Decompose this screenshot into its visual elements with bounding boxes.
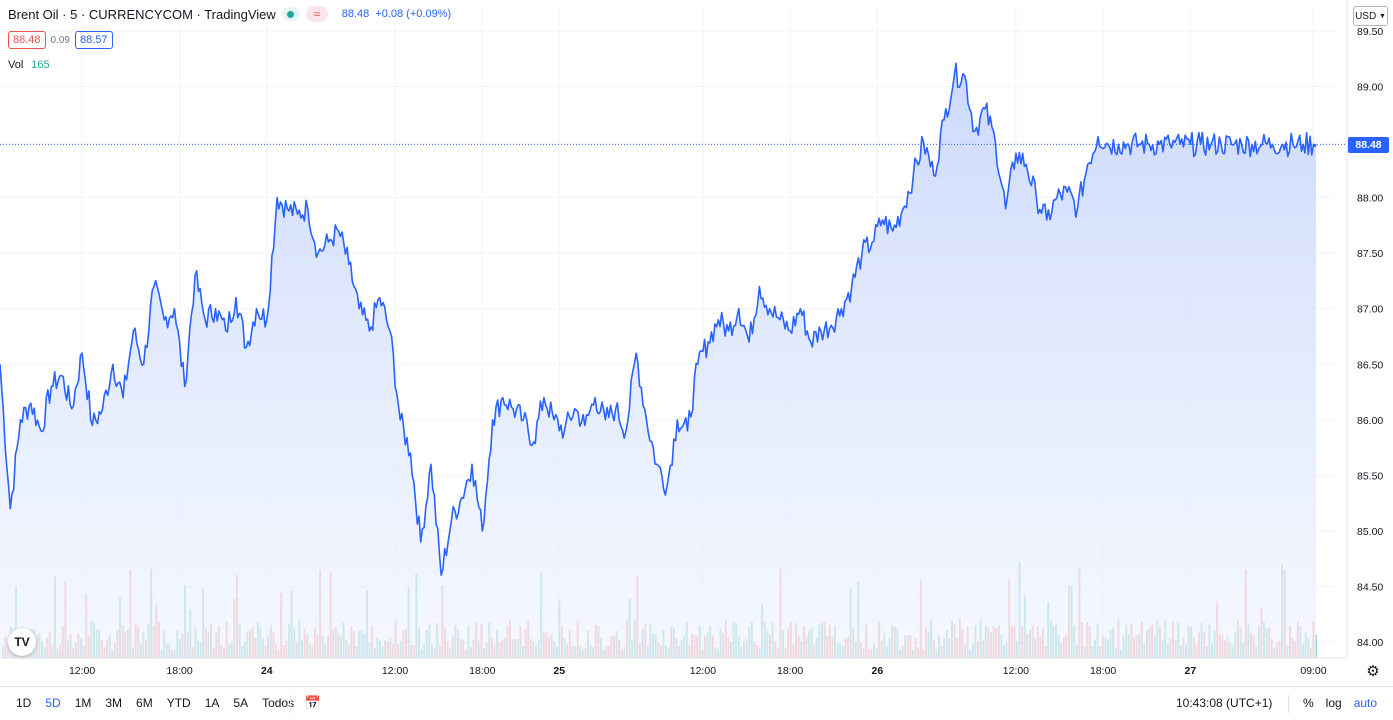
range-button-3m[interactable]: 3M bbox=[105, 696, 123, 710]
last-price-value: 88.48 bbox=[341, 8, 370, 20]
wave-icon[interactable]: ≈ bbox=[305, 6, 328, 22]
percent-scale-button[interactable]: % bbox=[1303, 696, 1314, 710]
range-button-5d[interactable]: 5D bbox=[45, 696, 61, 710]
price-chart[interactable]: 89.5089.0088.5088.0087.5087.0086.5086.00… bbox=[0, 0, 1393, 686]
time-axis[interactable]: 12:00 18:00 24 12:00 18:00 25 12:00 18:00 26 12:0… bbox=[0, 657, 1347, 677]
y-tick-label: 89.50 bbox=[1357, 26, 1383, 38]
currency-label: USD bbox=[1355, 10, 1377, 22]
y-tick-label: 86.00 bbox=[1357, 415, 1383, 427]
y-tick-label: 87.00 bbox=[1357, 304, 1383, 316]
range-button-5a[interactable]: 5A bbox=[233, 696, 249, 710]
price-change-value: +0.08 (+0.09%) bbox=[375, 8, 452, 20]
y-tick-label: 87.50 bbox=[1357, 248, 1383, 260]
volume-legend: Vol 165 bbox=[8, 59, 50, 71]
x-tick-label: 27 bbox=[1184, 665, 1196, 677]
y-tick-label: 86.50 bbox=[1357, 359, 1383, 371]
x-tick-label: 09:00 bbox=[1300, 665, 1326, 677]
chart-legend: Brent Oil · 5 · CURRENCYCOM · TradingVie… bbox=[8, 6, 451, 22]
tradingview-logo-icon[interactable]: TV bbox=[8, 628, 36, 656]
clock[interactable]: 10:43:08 (UTC+1) bbox=[1176, 696, 1273, 710]
volume-label: Vol bbox=[8, 59, 24, 71]
range-button-ytd[interactable]: YTD bbox=[166, 696, 191, 710]
bid-button[interactable]: 88.48 bbox=[8, 31, 46, 49]
y-tick-label: 84.50 bbox=[1357, 581, 1383, 593]
y-tick-label: 84.00 bbox=[1357, 637, 1383, 649]
calendar-range-icon[interactable]: 📅 bbox=[304, 695, 322, 710]
bid-ask-group: 88.48 0.09 88.57 bbox=[8, 31, 113, 49]
bottom-toolbar: 1D 5D 1M 3M 6M YTD 1A 5A Todos 📅 10:43:08 (UTC+1… bbox=[0, 686, 1393, 720]
x-tick-label: 26 bbox=[872, 665, 884, 677]
y-tick-label: 85.50 bbox=[1357, 470, 1383, 482]
x-tick-label: 18:00 bbox=[1090, 665, 1116, 677]
x-tick-label: 12:00 bbox=[1003, 665, 1029, 677]
market-status-icon[interactable] bbox=[281, 7, 300, 21]
y-tick-label: 88.00 bbox=[1357, 193, 1383, 205]
chevron-down-icon: ▼ bbox=[1378, 12, 1386, 20]
y-tick-label: 89.00 bbox=[1357, 82, 1383, 94]
scale-options: % log auto bbox=[1303, 696, 1377, 710]
auto-scale-button[interactable]: auto bbox=[1353, 696, 1378, 710]
symbol-title[interactable]: Brent Oil · 5 · CURRENCYCOM · TradingVie… bbox=[8, 6, 276, 22]
spread-value: 0.09 bbox=[50, 34, 70, 46]
price-line bbox=[0, 62, 1317, 577]
x-tick-label: 12:00 bbox=[690, 665, 716, 677]
range-button-6m[interactable]: 6M bbox=[136, 696, 153, 710]
x-tick-label: 12:00 bbox=[69, 665, 95, 677]
x-tick-label: 24 bbox=[261, 665, 273, 677]
range-button-1m[interactable]: 1M bbox=[74, 696, 92, 710]
x-tick-label: 25 bbox=[553, 665, 565, 677]
x-tick-label: 18:00 bbox=[469, 665, 495, 677]
range-selector: 1D 5D 1M 3M 6M YTD 1A 5A Todos bbox=[16, 696, 294, 710]
last-price-label: 88.48 bbox=[1348, 137, 1389, 153]
x-tick-label: 18:00 bbox=[166, 665, 192, 677]
price-axis[interactable]: 89.5089.0088.5088.0087.5087.0086.5086.00… bbox=[1346, 0, 1383, 658]
gear-icon[interactable]: ⚙ bbox=[1366, 663, 1380, 680]
toolbar-divider bbox=[1288, 695, 1289, 713]
price-area-fill bbox=[0, 63, 1316, 659]
range-button-1a[interactable]: 1A bbox=[204, 696, 220, 710]
log-scale-button[interactable]: log bbox=[1325, 696, 1342, 710]
range-button-todos[interactable]: Todos bbox=[262, 696, 295, 710]
toolbar-divider bbox=[290, 695, 291, 713]
x-tick-label: 18:00 bbox=[777, 665, 803, 677]
range-button-1d[interactable]: 1D bbox=[16, 696, 32, 710]
volume-value: 165 bbox=[31, 59, 50, 71]
y-tick-label: 85.00 bbox=[1357, 526, 1383, 538]
ask-button[interactable]: 88.57 bbox=[75, 31, 113, 49]
x-tick-label: 12:00 bbox=[382, 665, 408, 677]
currency-selector[interactable]: USD ▼ bbox=[1353, 6, 1388, 26]
